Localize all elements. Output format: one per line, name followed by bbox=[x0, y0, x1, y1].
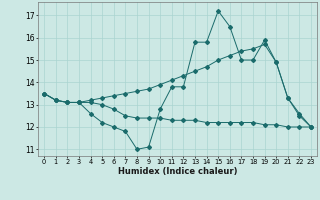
X-axis label: Humidex (Indice chaleur): Humidex (Indice chaleur) bbox=[118, 167, 237, 176]
